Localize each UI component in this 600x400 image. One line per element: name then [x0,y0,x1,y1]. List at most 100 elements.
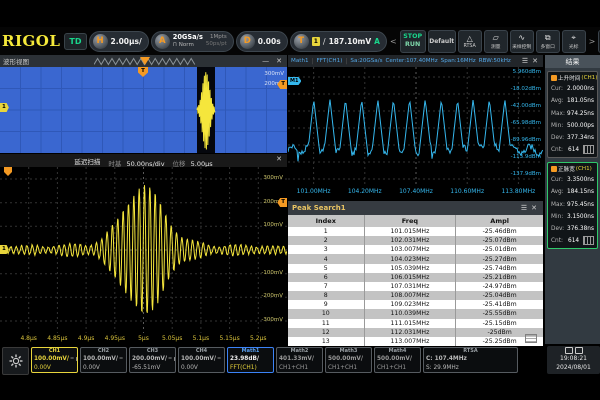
channel-offset: S: 29.9MHz [426,364,515,372]
dbm-tick-label: -65.98dBm [511,120,541,126]
table-row[interactable]: 11111.015MHz-25.15dBm [288,319,543,328]
table-cell: -25.21dBm [456,273,543,282]
acquire-control[interactable]: A 20GSa/s ⊓ Norm 1Mpts 50ps/pt [151,31,234,52]
table-cell: -24.97dBm [456,282,543,291]
channel-box-CH2[interactable]: CH2100.00mV/=0.00V [80,347,127,373]
channel-box-CH1[interactable]: CH1100.00mV/=0.00V [31,347,78,373]
table-cell: -25.55dBm [456,309,543,318]
toolbar-button-acquire-control[interactable]: ∿采样控制 [510,30,534,53]
table-cell: 113.007MHz [365,337,457,346]
dbm-tick-label: -18.02dBm [511,86,541,92]
stat-row: Cur:2.0000ns [551,83,594,95]
fft-spectrum-panel: Math1|FFT(CH1)|Sa:20GSa/sCenter:107.40MH… [288,55,543,201]
frequency-axis-labels: 101.00MHz104.20MHz107.40MHz110.60MHz113.… [288,186,543,199]
delayed-sweep-body[interactable]: 300mV200mV100mV-100mV-200mV-300mV 1 T [0,167,287,333]
stat-value: 376.38ns [567,223,594,235]
settings-button[interactable] [2,347,29,375]
channel-box-CH3[interactable]: CH3200.00mV/=-65.51mV [129,347,176,373]
waveform-view-body[interactable]: T 300mV 200mV T 1 [0,67,287,153]
channel-box-CH4[interactable]: CH4100.00mV/=0.00V [178,347,225,373]
toolbar-button-measure[interactable]: ▱测量 [484,30,508,53]
acquire-knob[interactable]: A [155,34,170,49]
table-row[interactable]: 3103.007MHz-25.01dBm [288,245,543,254]
toolbar-button-default[interactable]: Default [428,30,456,53]
stat-label: Avg: [551,95,567,107]
rigol-oscilloscope-ui: RIGOL TD H 2.00μs/ A 20GSa/s ⊓ Norm 1Mpt… [0,0,600,400]
x-axis-tick-label: 5.2μs [250,335,267,342]
horizontal-scale-control[interactable]: H 2.00μs/ [89,31,149,52]
math-box-Math1[interactable]: Math123.98dB/FFT(CH1) [227,347,274,373]
table-list-icon[interactable] [525,334,537,343]
panel-title: Peak Search1 [292,204,519,212]
table-cell: 107.031MHz [365,282,457,291]
delay-control[interactable]: D 0.00s [236,31,288,52]
channel-offset: 0.00V [181,364,222,372]
math-box-Math4[interactable]: Math4500.00mV/CH1+CH1 [374,347,421,373]
rtsa-box[interactable]: RTSAC: 107.4MHzS: 29.9MHz [423,347,518,373]
frequency-tick-label: 101.00MHz [297,188,331,195]
trigger-control[interactable]: T 1 ∕ 187.10mV A [290,31,387,52]
histogram-icon[interactable] [583,236,594,245]
trigger-knob[interactable]: T [294,34,309,49]
horizontal-knob[interactable]: H [93,34,108,49]
stat-label: Min: [551,211,567,223]
table-row[interactable]: 1101.015MHz-25.46dBm [288,227,543,236]
scale-text: 500.00mV/ [328,354,363,364]
table-header-cell: Ampl [456,215,543,227]
table-row[interactable]: 13113.007MHz-25.25dBm [288,337,543,346]
close-icon[interactable]: ✕ [274,58,284,65]
toolbar-button-rtsa[interactable]: △RTSA [458,30,482,53]
fft-body[interactable]: 5.960dBm-18.02dBm-42.00dBm-65.98dBm-89.9… [288,67,543,186]
stat-row: Max:974.25ns [551,108,594,120]
table-cell: 2 [288,236,365,245]
multi-window-icon: ⧉ [545,33,551,42]
delay-knob[interactable]: D [240,34,255,49]
table-row[interactable]: 5105.039MHz-25.74dBm [288,264,543,273]
run-stop-button[interactable]: STOP RUN [400,30,426,53]
math-box-Math2[interactable]: Math2401.33mV/CH1+CH1 [276,347,323,373]
acquire-control-icon: ∿ [518,33,525,42]
close-icon[interactable]: ✕ [529,205,539,212]
table-cell: 10 [288,309,365,318]
cursor-icon: ⌖ [571,33,576,42]
y-axis-label: 300mV [264,71,284,77]
math-box-Math3[interactable]: Math3500.00mV/CH1+CH1 [325,347,372,373]
stat-value: 614 [568,144,579,156]
dc-coupling-icon: = [168,354,172,364]
fft-header-item: Span:16MHz [441,58,476,64]
minimize-icon[interactable]: — [260,58,271,65]
measurement-card[interactable]: 正脉宽(CH1)Cur:3.3500nsAvg:184.15nsMax:975.… [547,162,598,249]
table-cell: 7 [288,282,365,291]
table-cell: 106.015MHz [365,273,457,282]
waveform-view-panel: 波形视图 — ✕ T 300mV 200mV T 1 [0,55,287,153]
toolbar-scroll-left-icon[interactable]: < [389,37,398,46]
channel-offset: -65.51mV [132,364,173,372]
close-icon[interactable]: ✕ [530,58,540,65]
menu-icon[interactable]: ☰ [520,58,530,65]
clock-block: 19:08:21 2024/08/01 [547,346,600,374]
run-label: RUN [405,41,420,49]
table-row[interactable]: 9109.023MHz-25.41dBm [288,300,543,309]
table-row[interactable]: 12112.031MHz-25dBm [288,328,543,337]
histogram-icon[interactable] [583,145,594,154]
measure-name: 上升时间 [558,74,580,82]
stat-row: Cur:3.3500ns [551,174,594,186]
toolbar-button-cursor[interactable]: ⌖光标 [562,30,586,53]
frequency-tick-label: 110.60MHz [450,188,484,195]
close-icon[interactable]: ✕ [274,156,284,163]
dbm-tick-label: -137.9dBm [511,171,541,177]
table-row[interactable]: 2102.031MHz-25.07dBm [288,236,543,245]
table-row[interactable]: 7107.031MHz-24.97dBm [288,282,543,291]
delayed-waveform-plot [0,167,287,333]
menu-icon[interactable]: ☰ [519,205,529,212]
waveform-thumbnail-strip[interactable] [94,57,196,66]
table-row[interactable]: 10110.039MHz-25.55dBm [288,309,543,318]
measure-icon: ▱ [493,33,499,42]
toolbar-button-multi-window[interactable]: ⧉多窗口 [536,30,560,53]
table-row[interactable]: 6106.015MHz-25.21dBm [288,273,543,282]
toolbar-scroll-right-icon[interactable]: > [588,37,597,46]
table-cell: -25.41dBm [456,300,543,309]
table-row[interactable]: 8108.007MHz-25.04dBm [288,291,543,300]
table-row[interactable]: 4104.023MHz-25.27dBm [288,254,543,263]
measurement-card[interactable]: 上升时间(CH1)Cur:2.0000nsAvg:181.05nsMax:974… [547,71,598,158]
